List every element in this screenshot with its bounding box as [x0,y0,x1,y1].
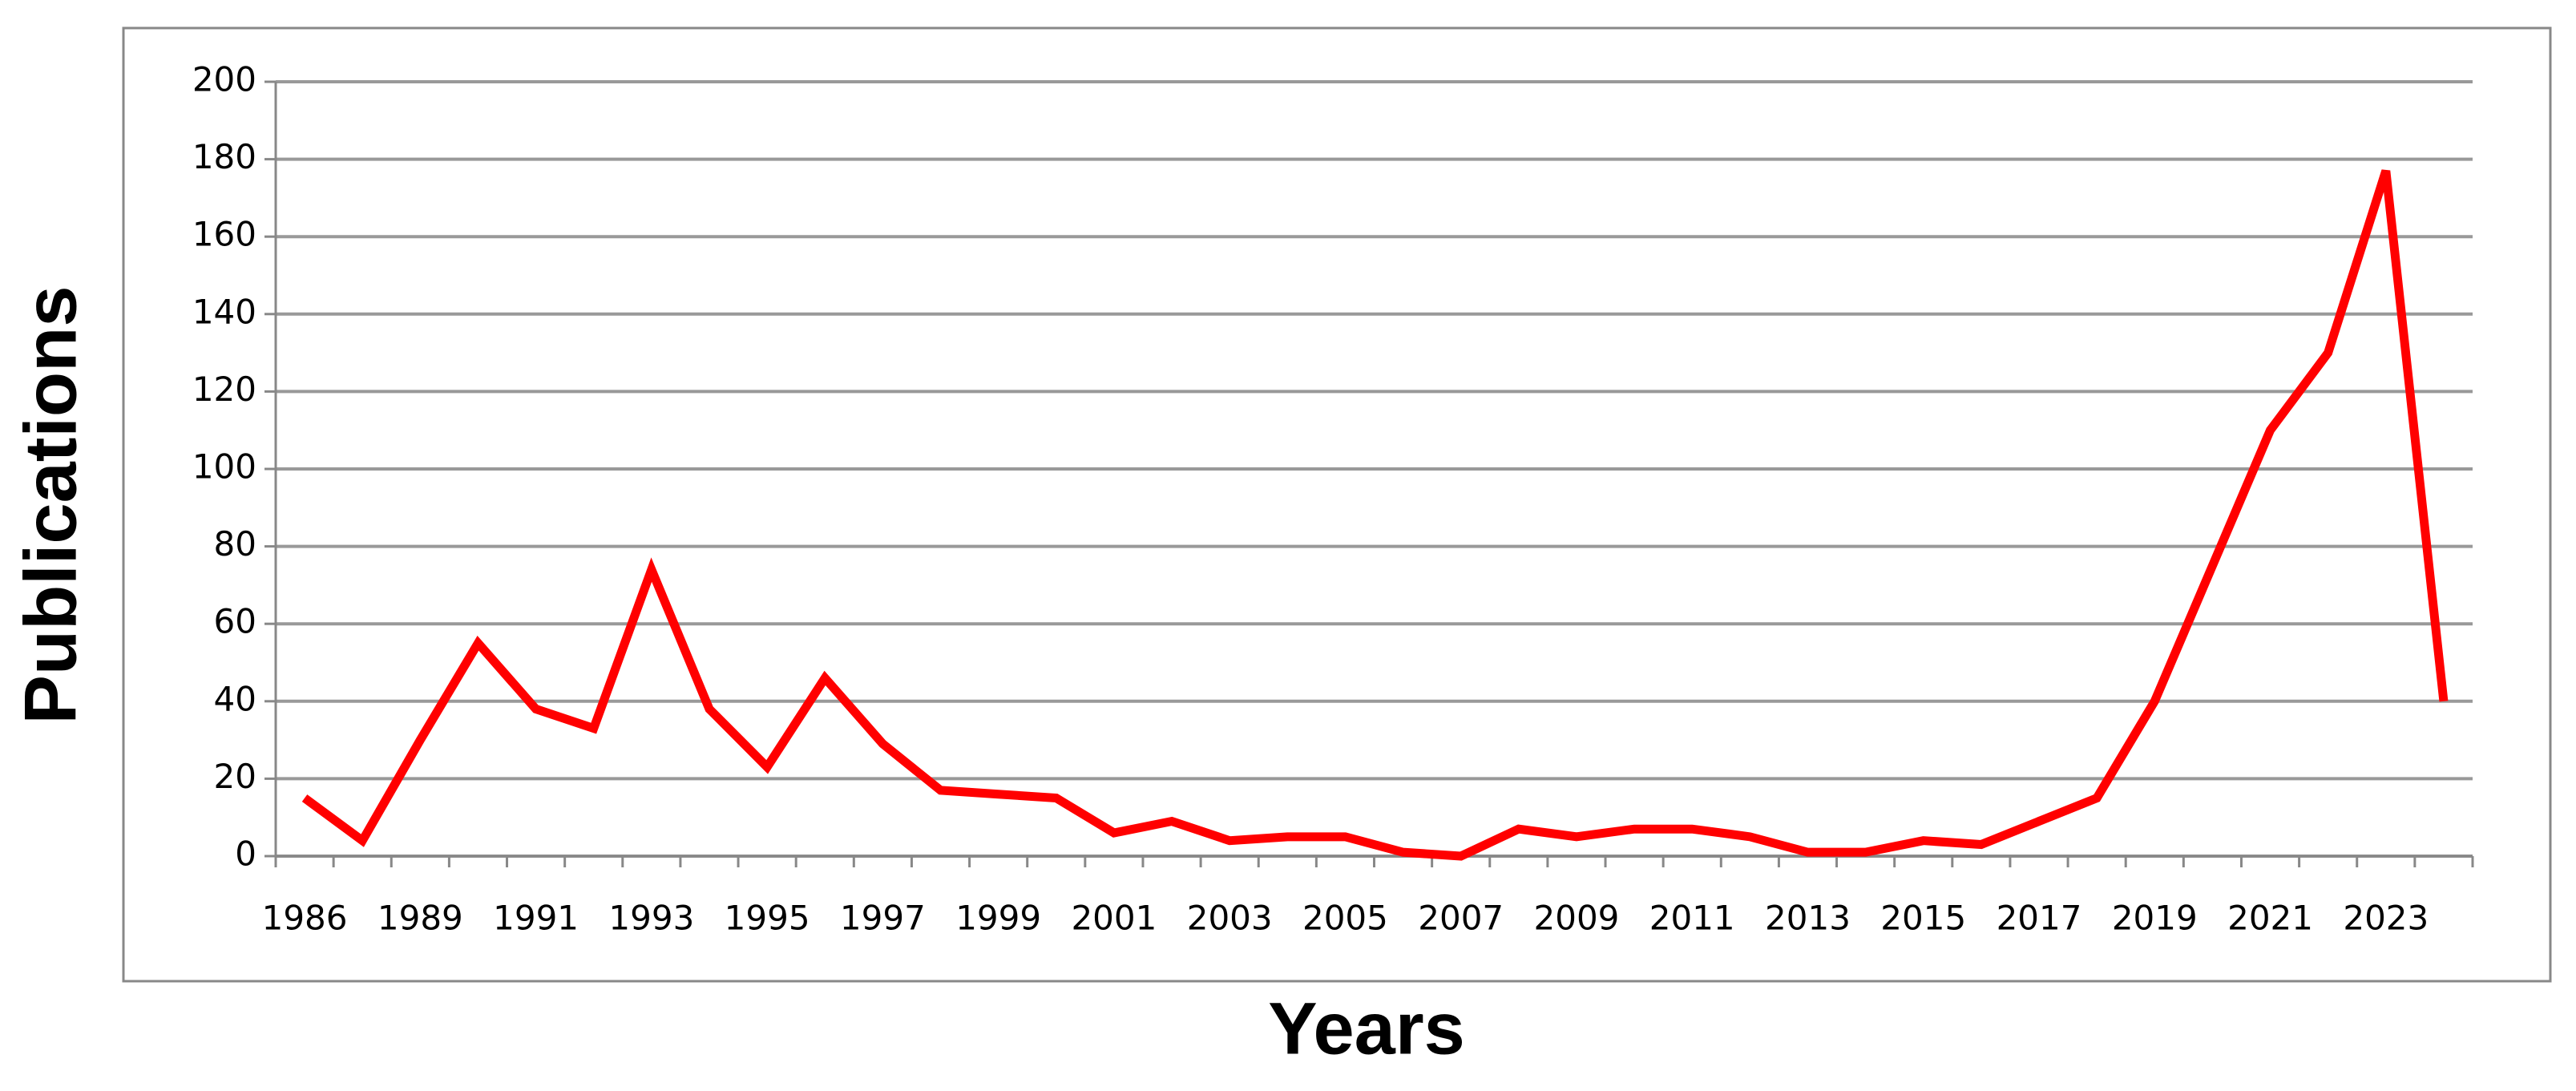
y-tick-label: 20 [214,757,256,796]
y-tick-label: 100 [192,447,256,487]
x-tick-label: 1999 [955,899,1041,938]
x-tick-label: 2001 [1071,899,1157,938]
y-tick-label: 40 [214,679,256,718]
x-tick-label: 2013 [1765,899,1851,938]
x-tick-label: 2009 [1534,899,1620,938]
y-tick-label: 200 [192,60,256,99]
y-tick-label: 60 [214,602,256,641]
x-tick-label: 2019 [2112,899,2198,938]
x-tick-label: 1991 [493,899,579,938]
y-axis-title: Publications [10,286,91,725]
x-tick-label: 2023 [2343,899,2429,938]
data-line [301,169,2449,861]
chart-frame [122,26,2552,983]
y-tick-label: 80 [214,524,256,564]
x-tick-label: 1995 [725,899,810,938]
y-tick-label: 120 [192,370,256,409]
x-tick-label: 1997 [840,899,926,938]
x-tick-label: 2007 [1418,899,1504,938]
x-tick-label: 2021 [2227,899,2313,938]
x-tick-label: 2005 [1302,899,1388,938]
x-tick-label: 2003 [1187,899,1273,938]
x-tick-label: 1986 [262,899,348,938]
x-tick-label: 2011 [1649,899,1735,938]
x-tick-label: 1993 [608,899,694,938]
x-tick-label: 2015 [1880,899,1966,938]
y-tick-label: 160 [192,215,256,254]
x-axis-title: Years [1268,988,1465,1069]
x-tick-label: 2017 [1997,899,2082,938]
y-tick-label: 140 [192,292,256,331]
y-tick-label: 180 [192,137,256,176]
y-tick-label: 0 [235,834,256,874]
x-tick-label: 1989 [378,899,463,938]
